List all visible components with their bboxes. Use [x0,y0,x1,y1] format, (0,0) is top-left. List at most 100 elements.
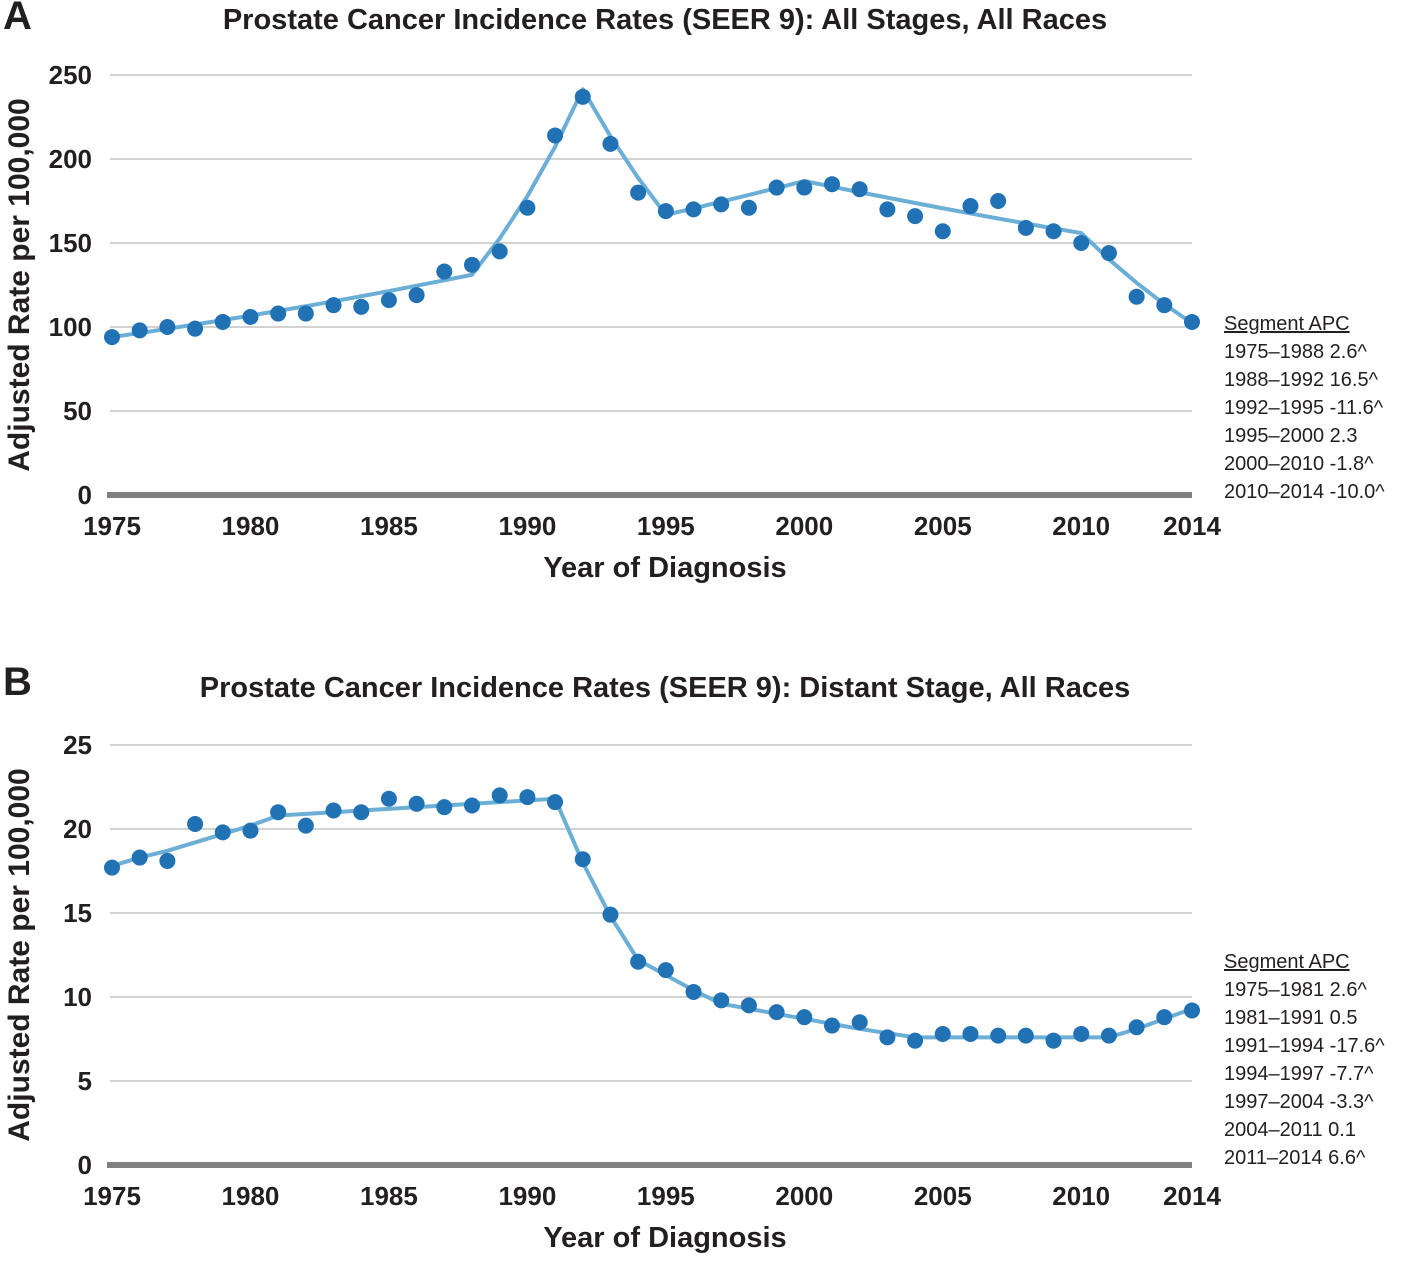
data-point [1128,1019,1145,1036]
data-point [1017,219,1034,236]
data-point [297,305,314,322]
data-point [796,179,813,196]
data-point [131,849,148,866]
x-tick-label: 2014 [1163,1181,1221,1211]
apc-segment-line: 1981–1991 0.5 [1224,1007,1358,1029]
data-point [436,799,453,816]
data-point [685,201,702,218]
apc-segment-line: 2000–2010 -1.8^ [1224,453,1374,475]
data-point [1156,297,1173,314]
data-point [214,313,231,330]
data-point [464,797,480,814]
panel-b-segment-apc-legend: Segment APC 1975–1981 2.6^ 1981–1991 0.5 1… [1224,948,1413,1172]
data-point [1100,1027,1117,1044]
data-point [657,203,674,220]
panel-b-segment-apc-header: Segment APC [1224,951,1350,973]
data-point [630,953,647,970]
data-point [740,997,757,1014]
data-point [380,292,397,309]
data-point [380,790,397,807]
data-point [325,297,342,314]
data-point [879,1029,896,1046]
data-point [824,1017,840,1034]
apc-segment-line: 1997–2004 -3.3^ [1224,1091,1374,1113]
data-point [187,320,204,337]
x-tick-label: 2014 [1163,511,1221,541]
data-point [297,817,314,834]
data-point [740,199,757,216]
data-point [574,851,591,868]
data-point [547,127,564,144]
apc-segment-line: 2004–2011 0.1 [1224,1119,1356,1141]
y-tick-label: 10 [63,982,92,1012]
data-point [547,794,564,811]
x-tick-label: 1975 [83,1181,141,1211]
y-tick-label: 0 [78,480,92,510]
data-point [1017,1027,1034,1044]
x-tick-label: 2005 [914,511,972,541]
data-point [270,305,287,322]
data-point [131,322,148,339]
panel-a-chart-plot: 0 50 100 150 200 250 1975 1980 1985 1990 1995 2000 2… [49,60,1222,541]
apc-segment-line: 2010–2014 -10.0^ [1224,481,1385,503]
panel-b-segment-apc-lines: 1975–1981 2.6^ 1981–1991 0.5 1991–1994 -17… [1224,976,1413,1172]
panel-a-segment-apc-header: Segment APC [1224,313,1350,335]
apc-segment-line: 1975–1981 2.6^ [1224,979,1367,1001]
data-point [934,1025,951,1042]
data-point [574,88,591,105]
data-point [491,787,508,804]
data-point [187,815,204,832]
data-point [851,181,868,198]
panel-b-chart-plot: 0 5 10 15 20 25 1975 1980 1985 1990 1995 2000 2005 20… [63,730,1221,1211]
y-tick-label: 250 [49,60,92,90]
data-point [325,802,342,819]
data-point [104,859,120,876]
data-point [713,992,730,1009]
apc-segment-line: 1995–2000 2.3 [1224,425,1358,447]
data-point [962,1025,979,1042]
data-point [934,223,951,240]
y-tick-label: 0 [78,1150,92,1180]
trend-line [110,87,1194,340]
panel-b-x-axis-label: Year of Diagnosis [543,1222,787,1254]
data-point [796,1009,813,1026]
apc-segment-line: 1988–1992 16.5^ [1224,369,1378,391]
data-point [491,243,508,260]
data-point [214,824,231,841]
data-point [1045,223,1062,240]
y-tick-label: 200 [49,144,92,174]
data-point [907,208,924,225]
x-tick-label: 1975 [83,511,141,541]
data-point [962,198,979,215]
data-point [879,201,896,218]
y-tick-label: 15 [63,898,92,928]
x-tick-label: 1980 [222,1181,280,1211]
data-point [602,135,619,152]
trend-line [110,796,1194,1040]
x-tick-label: 1985 [360,511,418,541]
data-point [353,804,370,821]
data-point [907,1032,924,1049]
data-point [104,329,120,346]
apc-segment-line: 1975–1988 2.6^ [1224,341,1367,363]
data-point [713,196,730,213]
panel-b-label: B [3,660,32,704]
panel-a-title: Prostate Cancer Incidence Rates (SEER 9)… [222,4,1108,36]
x-tick-label: 1990 [498,1181,556,1211]
data-point [768,179,785,196]
data-point [1073,235,1090,251]
x-tick-label: 2000 [775,511,833,541]
data-point [1073,1025,1090,1042]
data-point [630,184,647,201]
data-point [602,906,619,923]
x-tick-label: 1995 [637,511,695,541]
data-point [1184,313,1200,330]
data-point [353,298,370,315]
apc-segment-line: 1994–1997 -7.7^ [1224,1063,1374,1085]
y-tick-label: 150 [49,228,92,258]
x-tick-label: 2010 [1052,1181,1110,1211]
apc-segment-line: 1992–1995 -11.6^ [1224,397,1384,419]
panel-a-label: A [3,0,32,38]
panel-a-x-axis-label: Year of Diagnosis [543,552,787,584]
